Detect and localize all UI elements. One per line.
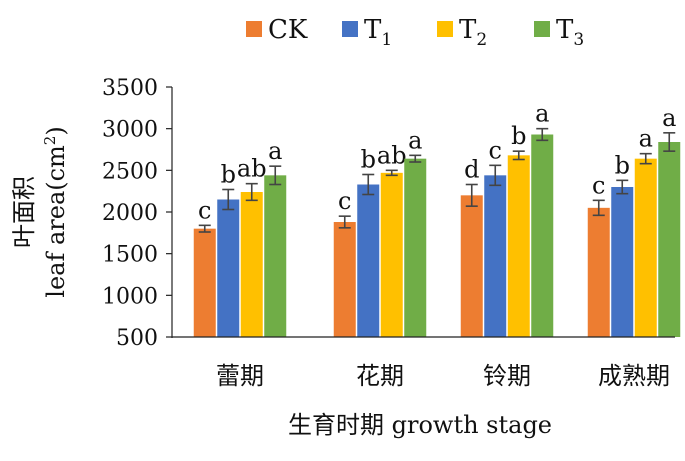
y-axis-title-sup: 2 — [41, 136, 59, 146]
x-category-label: 蕾期 — [216, 362, 264, 390]
bar — [240, 192, 263, 337]
x-category-label: 铃期 — [483, 362, 531, 390]
y-axis-title-en: leaf area(cm2) — [41, 126, 70, 297]
y-axis-title-close: ) — [42, 126, 70, 135]
bar — [611, 187, 634, 337]
significance-label: ab — [237, 155, 267, 183]
legend-label: T2 — [459, 15, 487, 50]
legend-label: T1 — [364, 15, 392, 50]
legend-swatch — [534, 21, 550, 37]
significance-label: a — [535, 100, 549, 128]
y-axis-title-en-text: leaf area(cm — [42, 145, 70, 298]
significance-label: b — [221, 161, 236, 189]
x-axis-title: 生育时期 growth stage — [288, 411, 552, 439]
significance-label: ab — [377, 141, 407, 169]
significance-label: b — [615, 151, 630, 179]
significance-label: a — [639, 125, 653, 153]
y-tick-label: 500 — [116, 326, 158, 351]
bar — [380, 172, 403, 337]
y-tick-label: 1000 — [102, 284, 158, 309]
bar — [460, 195, 483, 337]
significance-label: a — [268, 137, 282, 165]
bar — [217, 199, 240, 337]
significance-label: c — [338, 187, 351, 215]
significance-label: c — [592, 171, 605, 199]
bar — [587, 207, 610, 337]
bar — [484, 175, 507, 337]
legend-swatch — [342, 21, 358, 37]
significance-label: a — [408, 126, 422, 154]
significance-label: c — [489, 136, 502, 164]
y-tick-label: 2000 — [102, 201, 158, 226]
legend-label: CK — [268, 15, 308, 45]
legend-swatch — [246, 21, 262, 37]
y-axis: 500 1000 1500 2000 2500 3000 3500 — [102, 76, 173, 351]
x-category-label: 花期 — [356, 362, 404, 390]
y-tick-label: 1500 — [102, 243, 158, 268]
bar — [634, 158, 657, 337]
significance-label: a — [662, 104, 676, 132]
legend-label: T3 — [556, 15, 584, 50]
x-category-label: 成熟期 — [598, 362, 670, 390]
y-tick-label: 3000 — [102, 118, 158, 143]
x-axis: 蕾期 花期 铃期 成熟期 — [172, 336, 675, 390]
significance-label: b — [361, 146, 376, 174]
y-tick-label: 3500 — [102, 76, 158, 101]
legend: CK T1 T2 T3 — [246, 15, 584, 50]
bar — [658, 142, 681, 337]
bar — [507, 155, 530, 337]
bar — [404, 158, 427, 337]
bar — [531, 134, 554, 337]
significance-label: b — [511, 122, 526, 150]
y-axis-title-cn: 叶面积 — [10, 176, 38, 248]
bar — [333, 222, 356, 337]
legend-swatch — [437, 21, 453, 37]
bar — [193, 228, 216, 337]
bar — [357, 184, 380, 337]
bar — [264, 175, 287, 337]
y-tick-label: 2500 — [102, 159, 158, 184]
significance-label: d — [464, 156, 479, 184]
significance-label: c — [198, 196, 211, 224]
